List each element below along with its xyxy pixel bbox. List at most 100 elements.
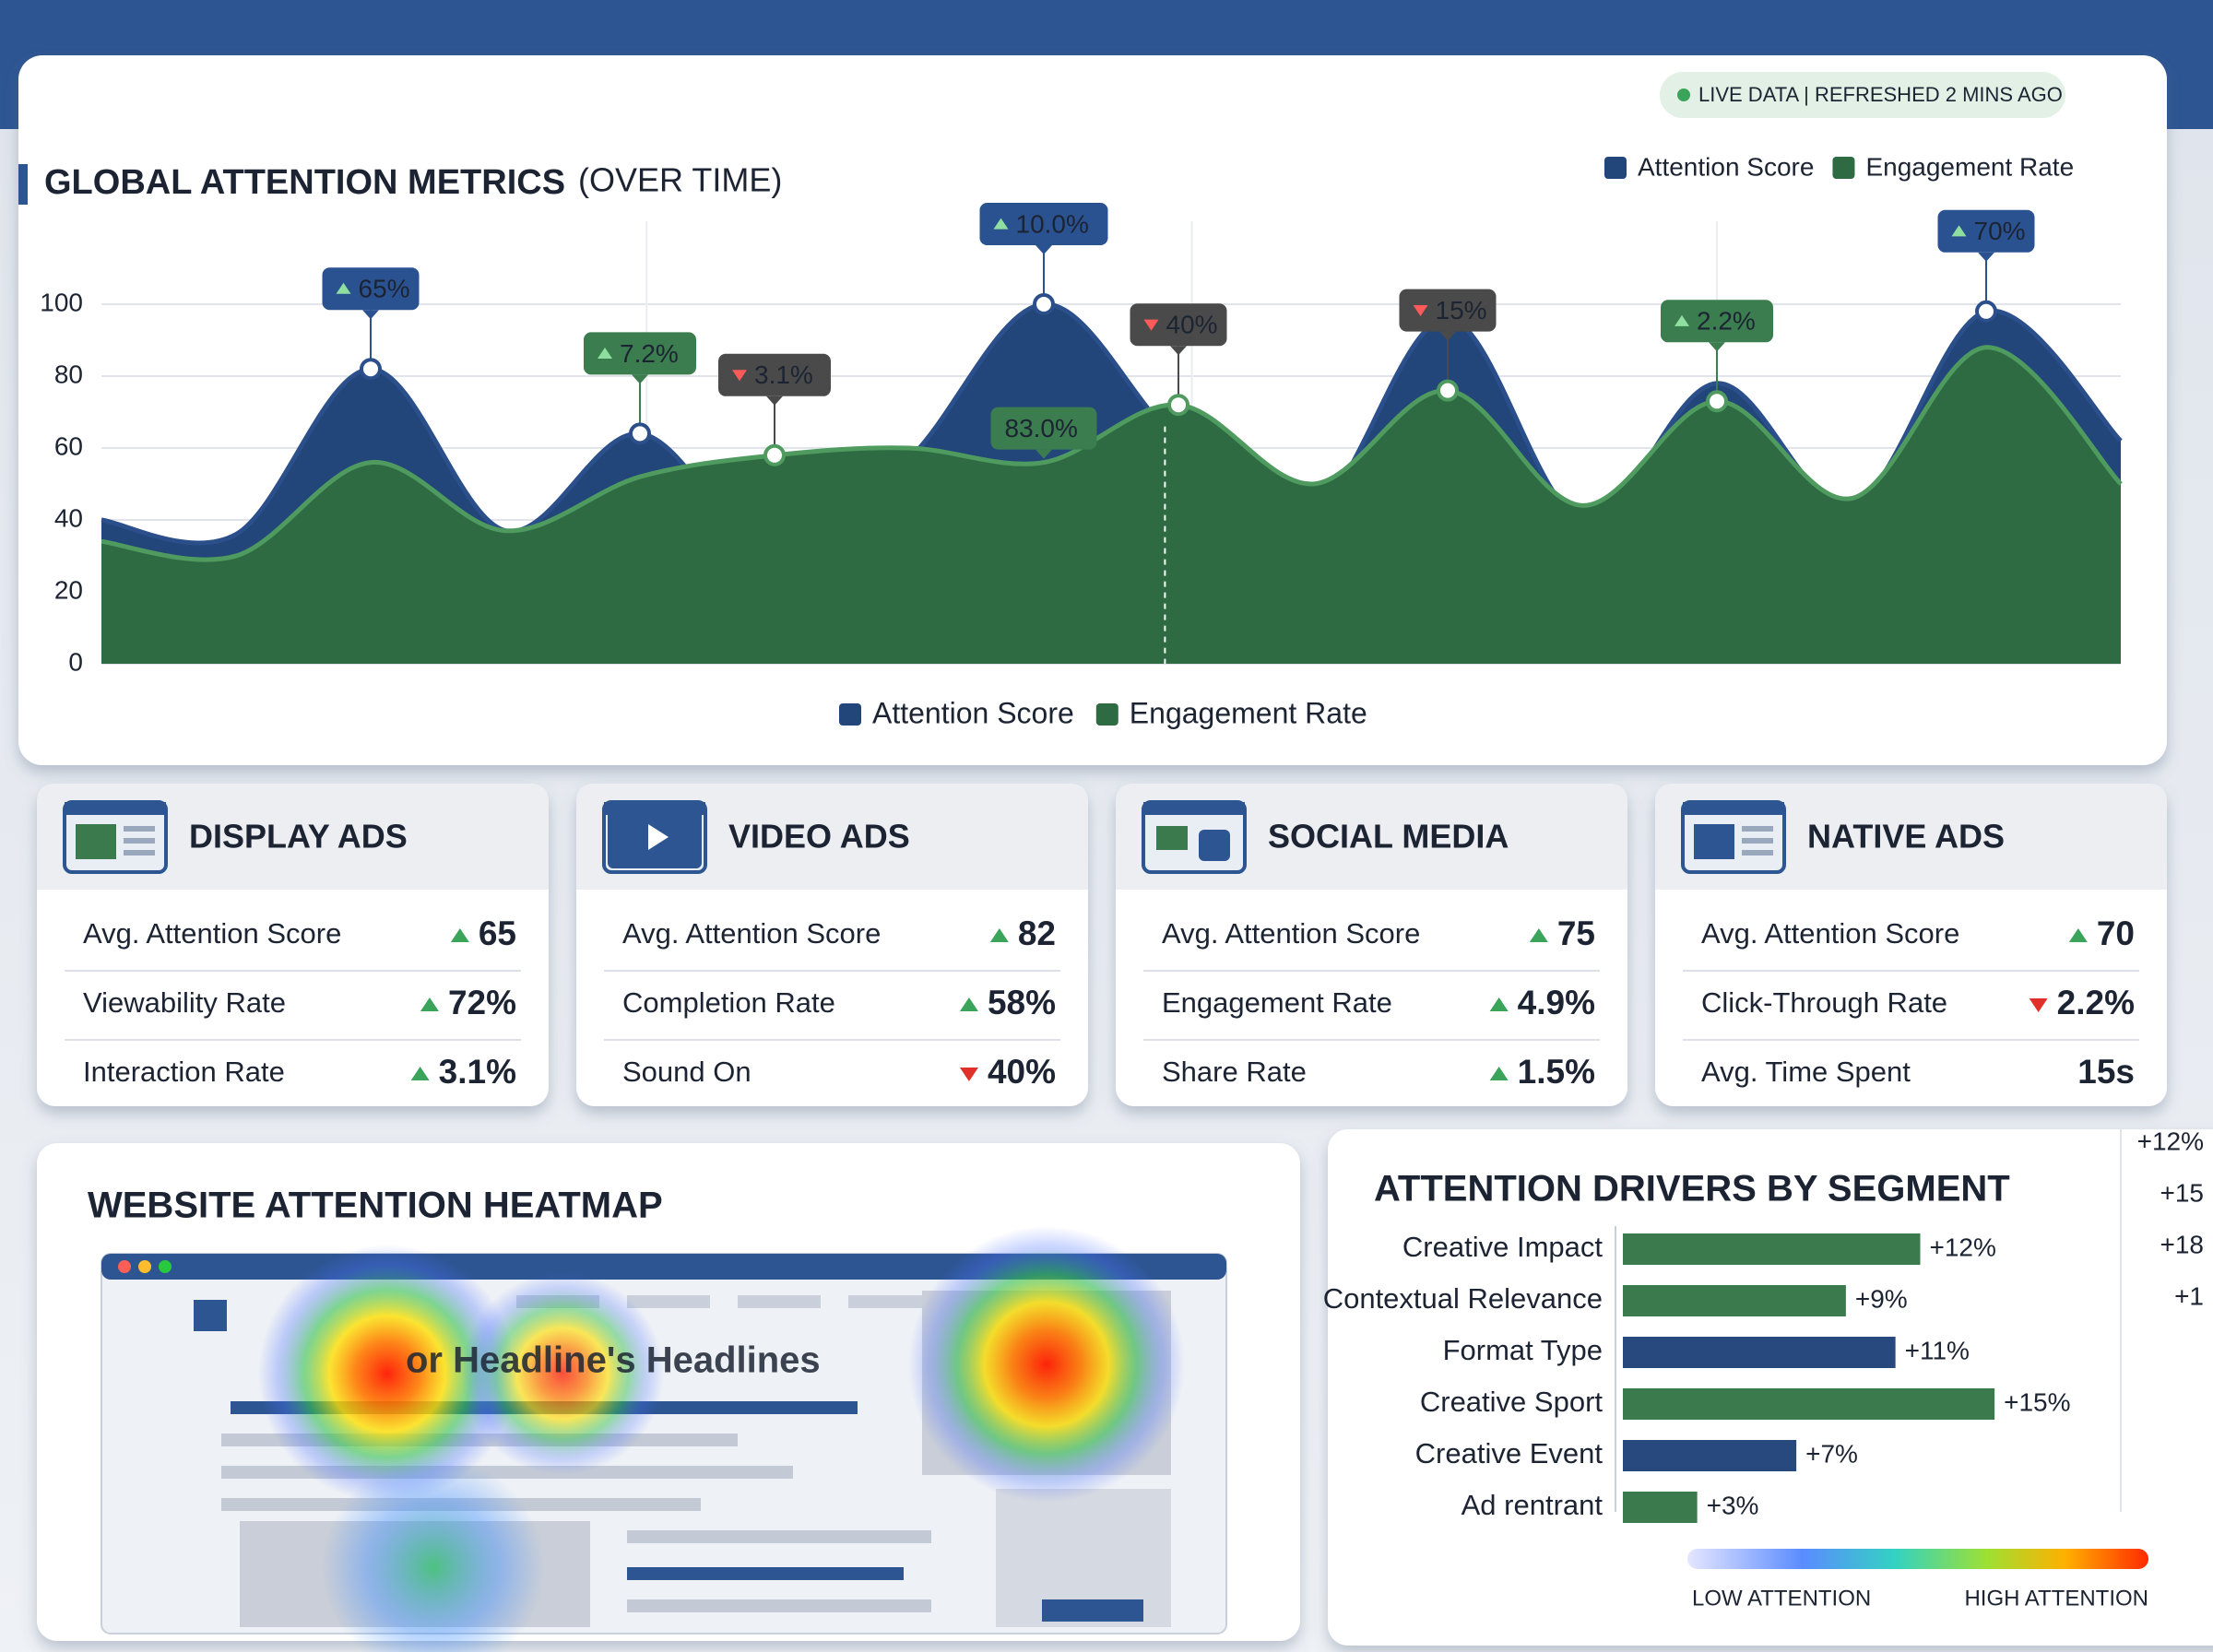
status-dot bbox=[1677, 88, 1690, 101]
browser-dot bbox=[138, 1260, 151, 1273]
icon-block bbox=[1694, 824, 1734, 859]
bar-category: Creative Sport bbox=[1420, 1386, 1604, 1418]
bar-value-label: +15% bbox=[2004, 1387, 2070, 1416]
trend-arrow bbox=[1529, 928, 1548, 942]
icon-bar bbox=[65, 802, 166, 815]
bar-category: Ad rentrant bbox=[1462, 1489, 1604, 1521]
trend-arrow bbox=[336, 282, 351, 294]
content-line bbox=[627, 1599, 931, 1612]
y-tick-label: 60 bbox=[54, 431, 83, 460]
trend-arrow bbox=[1951, 225, 1967, 237]
callout-box bbox=[718, 353, 831, 396]
bar-category: Creative Event bbox=[1415, 1437, 1604, 1469]
callout-label: 40% bbox=[1166, 311, 1218, 339]
legend-label: Attention Score bbox=[872, 696, 1074, 729]
content-line bbox=[627, 1567, 904, 1580]
trend-arrow bbox=[989, 928, 1009, 942]
callout-box bbox=[1130, 303, 1227, 347]
side-label: +18 bbox=[2160, 1230, 2205, 1258]
data-point bbox=[1033, 293, 1055, 315]
nav-item bbox=[848, 1295, 931, 1308]
drivers-panel bbox=[1328, 1129, 2213, 1646]
trend-arrow bbox=[420, 997, 439, 1011]
nav-item bbox=[627, 1295, 710, 1308]
row-label: Interaction Rate bbox=[83, 1056, 285, 1088]
callout-pointer bbox=[766, 395, 783, 406]
row-label: Sound On bbox=[622, 1056, 751, 1088]
icon-photo bbox=[1156, 826, 1188, 850]
callout-box bbox=[584, 332, 696, 375]
scale-low: LOW ATTENTION bbox=[1692, 1586, 1871, 1611]
chart-title: GLOBAL ATTENTION METRICS bbox=[44, 163, 565, 202]
callout-box bbox=[322, 267, 420, 311]
heat-blob bbox=[908, 1226, 1185, 1503]
legend-swatch bbox=[1832, 157, 1855, 179]
bar bbox=[1623, 1440, 1797, 1471]
callout-label: 3.1% bbox=[754, 360, 813, 389]
card-title: DISPLAY ADS bbox=[189, 818, 408, 856]
title-accent bbox=[18, 164, 28, 205]
heat-blob bbox=[461, 1272, 664, 1475]
trend-arrow bbox=[959, 997, 978, 1011]
callout-box bbox=[1937, 209, 2035, 253]
trend-arrow bbox=[2068, 928, 2088, 942]
callout-label: 65% bbox=[359, 275, 410, 303]
callout-box bbox=[1661, 300, 1773, 343]
row-label: Avg. Attention Score bbox=[1701, 917, 1959, 950]
card-title: VIDEO ADS bbox=[728, 818, 910, 856]
legend-label: Engagement Rate bbox=[1130, 696, 1367, 729]
row-label: Avg. Attention Score bbox=[1162, 917, 1420, 950]
callout-pointer bbox=[1709, 342, 1725, 352]
callout-pointer bbox=[1170, 346, 1187, 356]
callout-label: 10.0% bbox=[1016, 209, 1089, 238]
row-value: 2.2% bbox=[2057, 984, 2135, 1021]
card-title: NATIVE ADS bbox=[1807, 818, 2005, 856]
trend-arrow bbox=[1413, 305, 1428, 316]
heatmap-headline: or Headline's Headlines bbox=[406, 1340, 821, 1381]
scale-high: HIGH ATTENTION bbox=[1964, 1586, 2148, 1611]
callout-box bbox=[990, 407, 1097, 450]
row-label: Engagement Rate bbox=[1162, 986, 1392, 1019]
row-label: Click-Through Rate bbox=[1701, 986, 1947, 1019]
content-line bbox=[627, 1530, 931, 1543]
browser-dot bbox=[118, 1260, 131, 1273]
trend-arrow bbox=[1143, 319, 1159, 331]
row-label: Avg. Time Spent bbox=[1701, 1056, 1911, 1088]
trend-arrow bbox=[2029, 998, 2048, 1012]
trend-arrow bbox=[410, 1067, 430, 1080]
callout-label: 7.2% bbox=[620, 339, 679, 368]
legend-label: Engagement Rate bbox=[1865, 152, 2074, 181]
attention-scale bbox=[1687, 1549, 2148, 1569]
callout-pointer bbox=[362, 310, 379, 320]
heatmap-title: WEBSITE ATTENTION HEATMAP bbox=[88, 1186, 663, 1226]
legend-swatch bbox=[1604, 157, 1627, 179]
trend-arrow bbox=[959, 1068, 978, 1081]
chart-subtitle: (OVER TIME) bbox=[578, 161, 782, 199]
y-tick-label: 0 bbox=[68, 647, 83, 676]
bar-category: Contextual Relevance bbox=[1323, 1282, 1603, 1315]
status-text: LIVE DATA | REFRESHED 2 MINS AGO bbox=[1698, 83, 2063, 106]
bar-value-label: +11% bbox=[1905, 1336, 1970, 1364]
data-point bbox=[763, 443, 786, 466]
bar bbox=[1623, 1388, 1995, 1420]
row-value: 72% bbox=[448, 984, 516, 1021]
side-label: +15 bbox=[2160, 1178, 2205, 1207]
trend-arrow bbox=[1675, 314, 1689, 326]
callout-label: 15% bbox=[1436, 296, 1487, 324]
icon-line bbox=[124, 826, 155, 832]
browser-dot bbox=[159, 1260, 172, 1273]
bar bbox=[1623, 1337, 1896, 1368]
row-value: 58% bbox=[988, 984, 1056, 1021]
data-point bbox=[629, 422, 651, 445]
icon-line bbox=[124, 850, 155, 856]
trend-arrow bbox=[1489, 1067, 1509, 1080]
heat-blob bbox=[258, 1245, 516, 1503]
data-point bbox=[1706, 390, 1728, 413]
row-value: 70 bbox=[2097, 914, 2135, 952]
bar-value-label: +7% bbox=[1805, 1439, 1858, 1468]
row-label: Share Rate bbox=[1162, 1056, 1307, 1088]
icon-line bbox=[1742, 850, 1773, 856]
side-label: +1 bbox=[2174, 1281, 2204, 1310]
heat-blob bbox=[323, 1457, 544, 1652]
